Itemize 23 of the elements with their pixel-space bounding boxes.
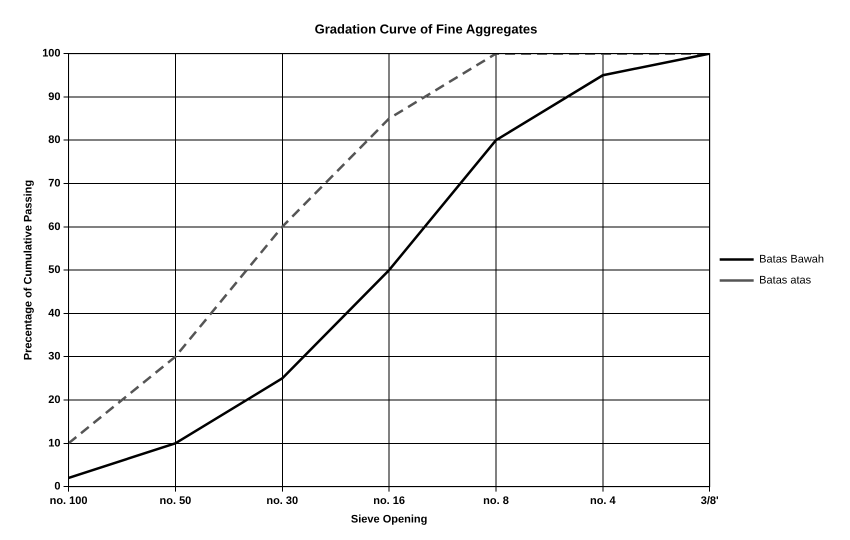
x-tick-label: no. 16	[373, 495, 406, 508]
legend-label: Batas Bawah	[759, 254, 824, 266]
y-axis-title: Precentage of Cumulative Passing	[22, 180, 35, 360]
y-tick-label: 50	[48, 264, 61, 276]
x-tick-label: no. 100	[50, 495, 88, 508]
legend-label: Batas atas	[759, 274, 812, 287]
x-tick-label: no. 50	[160, 495, 192, 508]
y-tick-label: 80	[48, 134, 61, 146]
y-tick-label: 10	[48, 437, 61, 450]
y-tick-label: 60	[48, 220, 61, 233]
x-tick-label: no. 30	[266, 495, 298, 508]
chart-title: Gradation Curve of Fine Aggregates	[314, 21, 538, 36]
x-tick-label: 3/8'	[700, 495, 720, 508]
y-tick-label: 70	[48, 178, 61, 190]
y-tick-label: 90	[48, 90, 61, 103]
x-tick-label: no. 4	[590, 495, 617, 508]
y-tick-label: 30	[48, 350, 61, 363]
y-tick-label: 20	[48, 394, 61, 406]
x-axis-title: Sieve Opening	[350, 513, 428, 526]
x-tick-label: no. 8	[483, 495, 509, 508]
y-tick-label: 0	[54, 480, 61, 493]
y-tick-label: 40	[48, 307, 61, 320]
y-tick-label: 100	[42, 48, 61, 60]
